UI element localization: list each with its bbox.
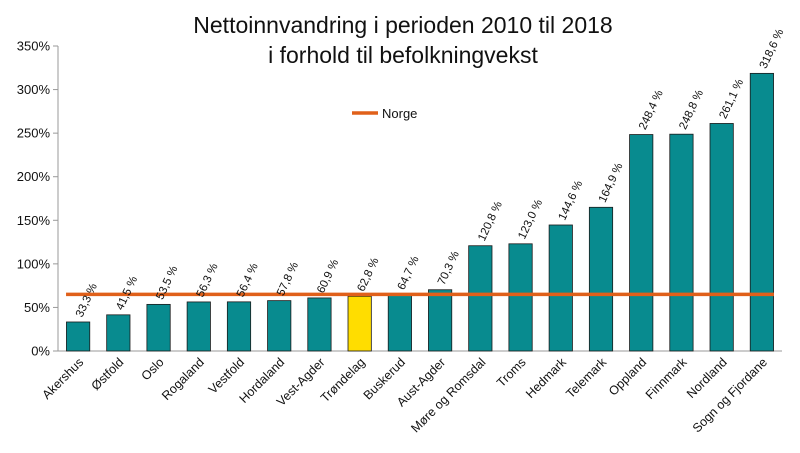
y-tick-label: 150%	[17, 213, 51, 228]
bar-sogn-og-fjordane	[749, 72, 774, 352]
y-tick-label: 350%	[17, 39, 51, 54]
bar-østfold	[106, 314, 131, 352]
data-label: 70,3 %	[436, 249, 462, 287]
x-tick-label: Telemark	[563, 355, 609, 401]
bar-akershus	[66, 321, 91, 352]
bar-nordland	[709, 123, 734, 352]
bar-trøndelag	[347, 295, 372, 352]
data-label: 33,3 %	[74, 282, 100, 320]
y-tick-label: 0%	[31, 344, 50, 359]
bar-møre-og-romsdal	[468, 245, 493, 352]
bar-hordaland	[267, 300, 292, 352]
x-tick-label: Rogaland	[159, 355, 207, 403]
data-label: 261,1 %	[718, 77, 747, 120]
bar-aust-agder	[428, 289, 453, 352]
x-tick-label: Oslo	[139, 355, 167, 383]
x-axis-labels: Akershus Østfold OsloRogalandVestfoldHorda…	[39, 355, 770, 436]
data-label: 123,0 %	[516, 198, 545, 241]
y-tick-label: 200%	[17, 169, 51, 184]
bar-rogaland	[186, 301, 211, 352]
x-tick-label: Finnmark	[643, 355, 690, 402]
data-label: 318,6 %	[758, 27, 787, 70]
bar-telemark	[588, 206, 614, 352]
y-tick-label: 50%	[24, 300, 50, 315]
bar-vestfold	[226, 301, 252, 352]
bar-vest-agder	[307, 297, 332, 352]
x-tick-label: Trøndelag	[318, 355, 368, 405]
y-axis: 0% 50% 100% 150% 200% 250% 300% 350%	[17, 39, 782, 359]
bar-oppland	[629, 134, 654, 352]
bar-hedmark	[548, 224, 573, 352]
data-label: 248,8 %	[677, 88, 706, 131]
data-label: 144,6 %	[557, 179, 586, 222]
data-label: 60,9 %	[315, 258, 341, 296]
bars	[66, 72, 774, 352]
data-label: 64,7 %	[396, 254, 422, 292]
y-tick-label: 300%	[17, 82, 51, 97]
y-tick-label: 100%	[17, 256, 51, 271]
data-label: 120,8 %	[476, 200, 505, 243]
legend-norge-label: Norge	[382, 106, 417, 121]
legend: Norge	[352, 106, 417, 121]
x-tick-label: Troms	[494, 355, 529, 390]
y-tick-label: 250%	[17, 126, 51, 141]
data-label: 248,4 %	[637, 88, 666, 131]
bar-oslo	[146, 303, 171, 352]
data-label: 57,8 %	[275, 260, 301, 298]
data-label: 62,8 %	[356, 256, 382, 294]
x-tick-label: Møre og Romsdal	[408, 355, 488, 435]
x-tick-label: Sogn og Fjordane	[690, 355, 770, 435]
chart-title-line2: i forhold til befolkningvekst	[268, 42, 538, 68]
bar-troms	[508, 243, 533, 352]
data-label: 164,9 %	[597, 161, 626, 204]
x-tick-label: Akershus	[39, 355, 86, 402]
x-tick-label: Hedmark	[523, 355, 569, 401]
x-tick-label: Østfold	[89, 355, 127, 393]
bar-finnmark	[669, 133, 694, 352]
bar-buskerud	[387, 294, 412, 352]
chart-title-line1: Nettoinnvandring i perioden 2010 til 201…	[193, 12, 612, 38]
